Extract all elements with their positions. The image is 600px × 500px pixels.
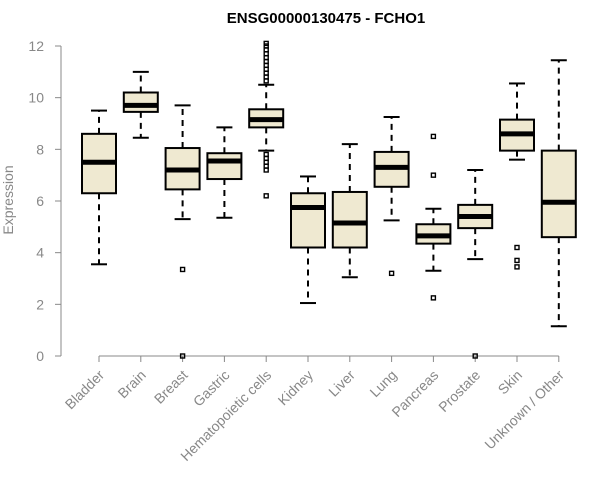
- x-tick-label: Prostate: [435, 367, 483, 415]
- box-4: [206, 126, 243, 219]
- y-tick-label: 12: [28, 38, 44, 54]
- x-tick-label: Lung: [366, 367, 399, 400]
- x-tick-label: Kidney: [275, 367, 317, 409]
- x-tick-label: Unknown / Other: [481, 367, 567, 453]
- x-tick-label: Skin: [495, 367, 526, 398]
- outlier-point: [514, 257, 520, 264]
- x-tick-label: Liver: [325, 367, 358, 400]
- box-body: [331, 190, 368, 249]
- y-axis: 0 2 4 6 8 10 12: [28, 38, 62, 364]
- x-tick-label: Bladder: [62, 367, 108, 413]
- y-tick-label: 4: [36, 245, 44, 261]
- box-7: [331, 143, 368, 279]
- outlier-point: [263, 167, 269, 173]
- outlier-point: [263, 193, 269, 199]
- y-tick-label: 8: [36, 141, 44, 157]
- box-body: [122, 91, 159, 113]
- box-1: [81, 109, 117, 266]
- outlier-point: [430, 172, 437, 178]
- y-tick-label: 2: [36, 296, 44, 312]
- outlier-point: [388, 270, 395, 277]
- outlier-point: [472, 353, 478, 359]
- outlier-point: [179, 266, 186, 273]
- box-body: [290, 192, 326, 249]
- box-10: [457, 169, 494, 359]
- box-series: [81, 40, 577, 359]
- box-11: [499, 82, 535, 270]
- outlier-point: [430, 133, 437, 140]
- y-tick-label: 10: [28, 90, 44, 106]
- box-5: [248, 40, 285, 199]
- box-body: [206, 152, 243, 181]
- y-tick-label: 6: [36, 193, 44, 209]
- outlier-point: [430, 295, 437, 301]
- chart-title: ENSG00000130475 - FCHO1: [227, 10, 425, 27]
- box-6: [290, 175, 326, 305]
- x-tick-label: Breast: [151, 367, 191, 407]
- outlier-point: [514, 264, 520, 270]
- box-body: [540, 149, 577, 239]
- box-12: [540, 59, 577, 328]
- y-tick-label: 0: [36, 348, 44, 364]
- box-8: [373, 116, 410, 277]
- box-9: [415, 133, 452, 301]
- x-tick-label: Brain: [114, 367, 148, 401]
- outlier-point: [179, 353, 186, 359]
- outlier-point: [263, 78, 269, 84]
- box-3: [164, 104, 201, 359]
- y-axis-label: Expression: [0, 165, 16, 234]
- box-2: [122, 70, 159, 139]
- outlier-point: [514, 244, 520, 251]
